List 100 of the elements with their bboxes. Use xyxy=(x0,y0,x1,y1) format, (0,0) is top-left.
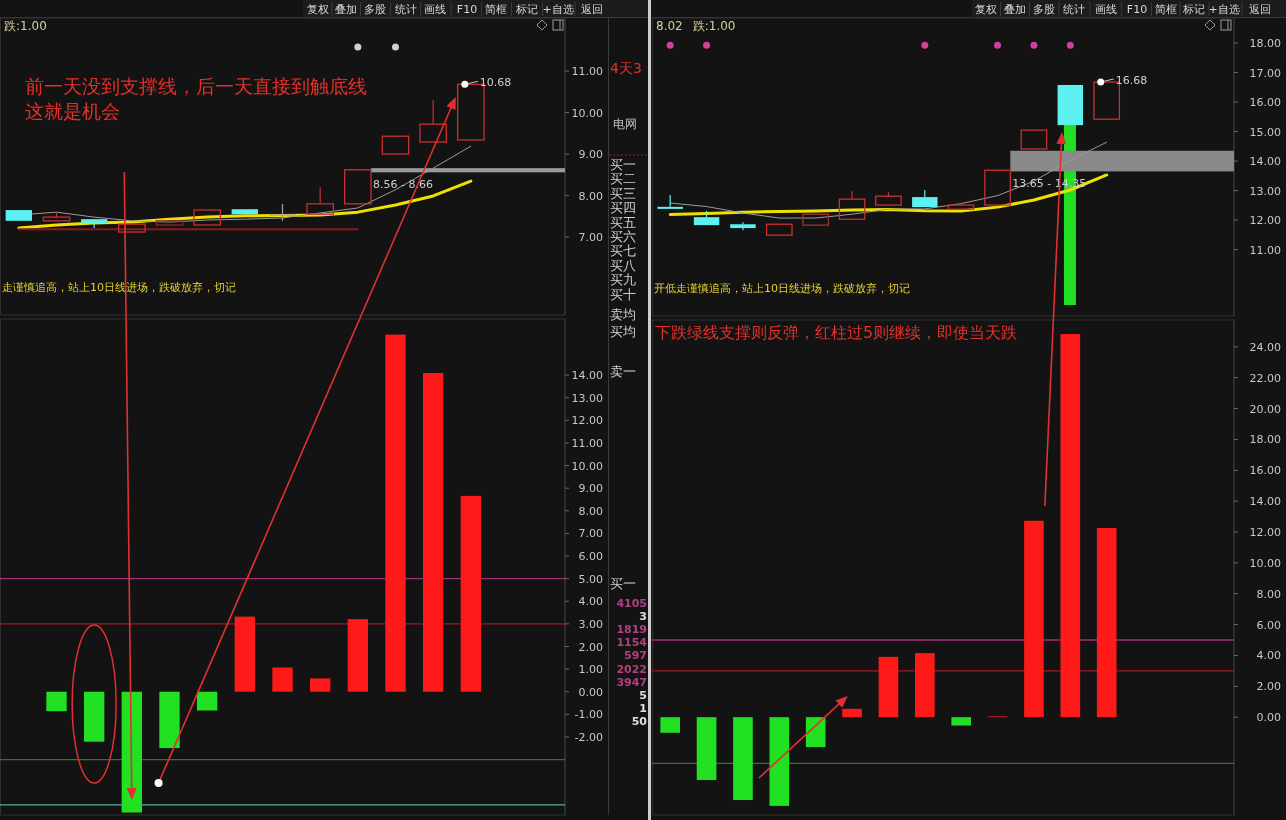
bar xyxy=(805,717,826,748)
bar xyxy=(121,691,142,813)
y-tick-label: 10.00 xyxy=(1249,556,1281,570)
y-tick-label: 22.00 xyxy=(1249,371,1281,385)
text: 买四 xyxy=(610,200,636,216)
candlestick xyxy=(381,135,410,155)
text: 卖一 xyxy=(610,364,636,379)
text: 统计 xyxy=(1063,3,1085,16)
text: 买五 xyxy=(610,214,636,230)
bar xyxy=(460,495,481,692)
bar xyxy=(347,619,368,692)
text: 统计 xyxy=(395,3,417,16)
text: 标记 xyxy=(515,3,538,16)
y-tick-label: 9.00 xyxy=(578,148,603,162)
bar xyxy=(733,717,753,801)
text: 3 xyxy=(639,610,647,624)
y-tick-label: 8.00 xyxy=(1256,587,1281,601)
text: F10 xyxy=(456,3,478,16)
y-tick-label: 2.00 xyxy=(1256,680,1281,694)
y-tick-label: 14.00 xyxy=(1249,155,1281,169)
y-tick-label: 11.00 xyxy=(1249,243,1281,257)
text: 多股 xyxy=(364,3,386,16)
text: 返回 xyxy=(1249,3,1271,16)
bar xyxy=(197,691,218,711)
text: 买八 xyxy=(610,257,636,273)
y-tick-label: 13.00 xyxy=(571,391,603,405)
bar xyxy=(951,717,972,726)
text: 简框 xyxy=(485,3,507,16)
y-tick-label: 15.00 xyxy=(1249,125,1281,139)
text: 电网 xyxy=(613,117,637,131)
text: 买三 xyxy=(610,185,636,201)
y-tick-label: 10.00 xyxy=(571,106,603,120)
y-tick-label: 7.00 xyxy=(578,527,603,541)
y-tick-label: 6.00 xyxy=(1256,618,1281,632)
y-tick-label: 8.00 xyxy=(578,504,603,518)
bar xyxy=(310,678,331,692)
bar xyxy=(234,616,255,692)
text: 返回 xyxy=(581,3,603,16)
text: 标记 xyxy=(1182,3,1205,16)
bar xyxy=(696,717,717,780)
text: 4天3 xyxy=(610,60,642,76)
text: 买六 xyxy=(610,229,636,244)
bar xyxy=(84,691,105,742)
y-tick-label: 14.00 xyxy=(1249,495,1281,509)
candlestick xyxy=(802,213,830,226)
y-tick-label: 0.00 xyxy=(1256,711,1281,725)
bar xyxy=(272,667,293,692)
candlestick xyxy=(1057,84,1084,126)
y-tick-label: 1.00 xyxy=(578,663,603,677)
y-tick-label: 8.00 xyxy=(578,189,603,203)
y-tick-label: 18.00 xyxy=(1249,433,1281,447)
candlestick xyxy=(419,99,447,143)
annotation: 跌:1.00 xyxy=(4,19,47,33)
y-tick-label: 10.00 xyxy=(571,459,603,473)
bar xyxy=(1060,334,1081,718)
text: 前一天没到支撑线，后一天直接到触底线 xyxy=(25,75,367,97)
y-tick-label: 16.00 xyxy=(1249,96,1281,110)
y-tick-label: 4.00 xyxy=(1256,649,1281,663)
text: 买一 xyxy=(610,576,636,591)
candlestick xyxy=(231,209,259,215)
text: 4105 xyxy=(616,597,647,610)
y-tick-label: 13.00 xyxy=(1249,184,1281,198)
candlestick xyxy=(730,221,756,231)
candlestick xyxy=(5,210,33,221)
bar xyxy=(842,708,862,718)
y-tick-label: 18.00 xyxy=(1249,37,1281,51)
y-tick-label: 16.00 xyxy=(1249,464,1281,478)
text: 叠加 xyxy=(1004,3,1026,16)
chart-title: 下跌绿线支撑则反弹，红柱过5则继续，即使当天跌 xyxy=(655,323,1018,342)
band-label: 13.65 - 14.35 xyxy=(1012,177,1087,191)
text: 买一 xyxy=(610,157,636,172)
y-tick-label: 14.00 xyxy=(571,369,603,383)
text: 复权 xyxy=(975,3,997,16)
candlestick xyxy=(1020,129,1048,150)
y-tick-label: 3.00 xyxy=(578,617,603,631)
y-tick-label: 0.00 xyxy=(578,685,603,699)
candlestick xyxy=(984,169,1011,206)
text: 5 xyxy=(639,688,647,702)
text: 50 xyxy=(631,714,648,728)
y-tick-label: 17.00 xyxy=(1249,66,1281,80)
line-series xyxy=(669,141,1108,219)
bar xyxy=(660,717,681,733)
candlestick xyxy=(838,190,866,220)
text: 多股 xyxy=(1033,3,1055,16)
bar xyxy=(423,373,444,692)
candlestick xyxy=(118,223,146,233)
y-tick-label: 12.00 xyxy=(1249,526,1281,540)
text: +自选 xyxy=(1208,3,1240,16)
text: 1819 xyxy=(616,623,647,637)
bar xyxy=(46,691,67,712)
bar xyxy=(878,656,899,718)
y-tick-label: 2.00 xyxy=(578,640,603,654)
text: 买九 xyxy=(610,272,636,288)
y-tick-label: 9.00 xyxy=(578,482,603,496)
text: 1 xyxy=(639,701,647,715)
candlestick xyxy=(344,169,372,205)
bar xyxy=(769,717,790,806)
text: 简框 xyxy=(1155,3,1177,16)
text: 买十 xyxy=(610,286,636,302)
text: 叠加 xyxy=(335,3,357,16)
